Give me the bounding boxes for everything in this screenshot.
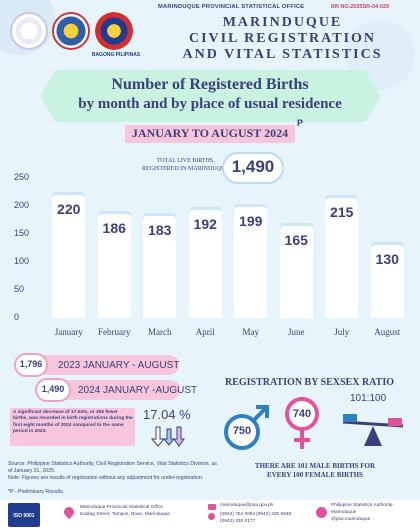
total-bubble — [222, 152, 284, 184]
sex-caption-line2: EVERY 100 FEMALE BIRTHS — [267, 471, 363, 479]
bar-value-label: 130 — [375, 251, 399, 268]
bar-value-label: 186 — [102, 219, 126, 236]
y-tick-label: 50 — [14, 284, 25, 294]
title-banner-left-notch — [40, 70, 56, 122]
male-symbol-icon — [222, 402, 272, 452]
office-name: MARINDUQUE PROVINCIAL STATISTICAL OFFICE — [158, 4, 305, 10]
prev-year-value-badge — [14, 353, 48, 377]
female-symbol-icon — [282, 396, 322, 452]
adjustment-note: Note: Figures are results of registratio… — [8, 475, 204, 481]
female-count: 740 — [292, 408, 312, 420]
psa-logo — [10, 12, 48, 50]
iso-logo — [8, 503, 40, 527]
footer-fb-line3[interactable]: @psa.marinduque — [331, 517, 371, 522]
bagong-pilipinas-label: BAGONG PILIPINAS — [91, 52, 141, 58]
footer-phone3: (0942) 330 0177 — [220, 519, 256, 524]
sex-ratio-title: SEX RATIO — [340, 377, 394, 388]
prev-year-pill — [14, 355, 179, 375]
bar-value-label: 192 — [193, 216, 217, 233]
bar-value-label: 199 — [239, 212, 263, 229]
bar-august: 130 — [370, 245, 404, 318]
x-tick-label: March — [148, 327, 172, 337]
total-value: 1,490 — [231, 157, 275, 176]
bar-february: 186 — [97, 213, 131, 318]
y-tick-label: 100 — [14, 256, 30, 266]
bar-january: 220 — [52, 194, 86, 318]
sex-title: REGISTRATION BY SEX — [225, 377, 341, 388]
y-tick-label: 250 — [14, 172, 30, 182]
period-note: P — [297, 118, 304, 128]
period-label: JANUARY TO AUGUST 2024 — [131, 126, 289, 140]
footer-address-line1: Marinduque Provincial Statistical Office — [80, 505, 164, 510]
phone-icon — [208, 513, 215, 520]
curr-year-value: 1,490 — [41, 384, 65, 394]
page-title-line2: CIVIL REGISTRATION — [188, 31, 377, 46]
email-icon — [208, 504, 216, 510]
bar-july: 215 — [325, 197, 359, 318]
y-tick-label: 0 — [14, 312, 20, 322]
male-count: 750 — [232, 425, 252, 437]
total-label-line2: REGISTERED IN MARINDUQUE — [142, 166, 229, 172]
bar-value-label: 215 — [330, 203, 354, 220]
decrease-note-box — [10, 408, 135, 446]
y-tick-label: 200 — [14, 200, 30, 210]
chart-title-line2: by month and by place of usual residence — [78, 96, 342, 112]
decrease-arrows-icon — [150, 425, 185, 450]
x-tick-label: January — [54, 327, 83, 337]
footer-fb-line1[interactable]: Philippine Statistics Authority- — [331, 503, 394, 508]
facebook-icon — [316, 507, 327, 518]
prev-year-value: 1,796 — [19, 359, 43, 369]
period-banner — [125, 125, 295, 143]
footer-phone2: (0942) 330 0848 — [256, 512, 292, 517]
plot-area: 220 186 183 192 199 165 215 130 — [46, 178, 410, 318]
x-tick-label: April — [195, 327, 215, 337]
curr-year-label: 2024 JANUARY -AUGUST — [78, 385, 198, 396]
curr-year-value-badge — [35, 378, 71, 402]
curr-year-pill — [35, 380, 180, 400]
bagong-pilipinas-logo — [95, 12, 133, 50]
bar-march: 183 — [143, 215, 177, 318]
bar-may: 199 — [234, 206, 268, 318]
title-banner-right-notch — [365, 70, 381, 122]
x-tick-label: August — [374, 327, 401, 337]
y-tick-label: 150 — [14, 228, 30, 238]
preliminary-note: *P - Preliminary Results. — [8, 489, 65, 495]
x-tick-label: July — [334, 327, 350, 337]
bar-april: 192 — [188, 210, 222, 318]
decrease-percent: 17.04 % — [143, 407, 191, 422]
x-tick-label: June — [288, 327, 305, 337]
footer-address-line2: Kadlag Street, Tampus, Boac, Marinduque — [80, 512, 171, 517]
decrease-note: A significant decrease of 17.04%, or 306… — [13, 410, 133, 435]
bar-value-label: 220 — [57, 200, 81, 217]
footer-email[interactable]: marinduque@psa.gov.ph — [220, 503, 274, 508]
chart-title-line1: Number of Registered Births — [111, 76, 309, 93]
footer-phone1: (0942) 754 0064 — [220, 512, 256, 517]
x-tick-label: May — [242, 327, 260, 337]
bar-june: 165 — [279, 225, 313, 318]
marinduque-seal — [52, 12, 90, 50]
footer-fb-line2[interactable]: Marinduque — [331, 510, 357, 515]
prev-year-label: 2023 JANUARY - AUGUST — [58, 360, 180, 371]
x-tick-label: February — [98, 327, 131, 337]
sex-ratio-value: 101:100 — [350, 393, 387, 404]
title-banner — [55, 70, 365, 122]
total-label-line1: TOTAL LIVE BIRTHS — [156, 158, 214, 164]
page-title-line3: AND VITAL STATISTICS — [182, 47, 383, 62]
sex-caption-line1: THERE ARE 101 MALE BIRTHS FOR — [254, 462, 376, 470]
release-number: RR NO.2025SR-04-029 — [331, 4, 390, 10]
page-title-line1: MARINDUQUE — [222, 15, 343, 30]
bar-value-label: 165 — [284, 231, 308, 248]
source-note: Source: Philippine Statistics Authority,… — [8, 461, 217, 474]
iso-label: ISO 9001 — [13, 513, 35, 519]
balance-scale-icon — [338, 410, 408, 450]
bar-value-label: 183 — [148, 221, 172, 238]
